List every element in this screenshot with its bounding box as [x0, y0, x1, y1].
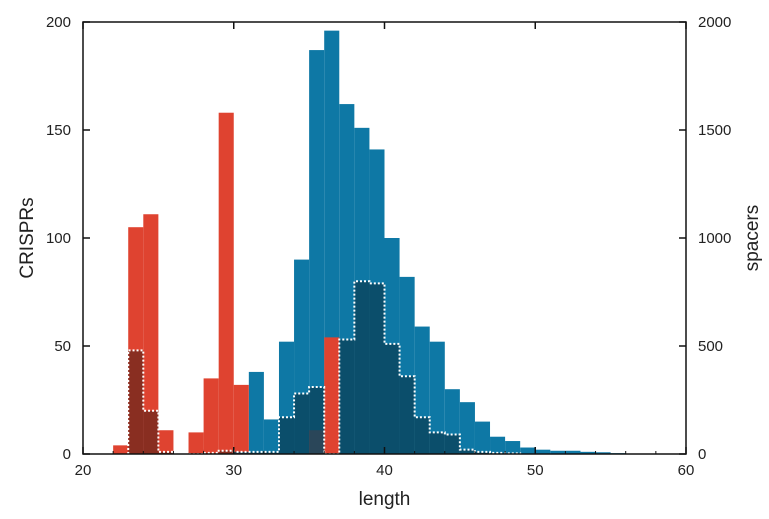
- overlap-bar: [218, 450, 234, 454]
- spacers-bar: [565, 450, 581, 454]
- overlap-bar: [339, 339, 355, 454]
- right-y-tick-label: 0: [698, 446, 706, 463]
- overlap-bar: [459, 449, 475, 454]
- x-tick-label: 50: [527, 462, 544, 479]
- overlap-bar: [128, 350, 144, 454]
- overlap-bar: [384, 343, 400, 454]
- x-tick-label: 40: [376, 462, 393, 479]
- left-y-tick-label: 100: [46, 230, 71, 247]
- right-y-tick-label: 500: [698, 338, 723, 355]
- spacers-bar: [263, 419, 279, 454]
- left-y-tick-label: 200: [46, 14, 71, 31]
- x-tick-label: 20: [75, 462, 92, 479]
- left-y-tick-label: 50: [54, 338, 71, 355]
- overlap-bar: [474, 451, 491, 454]
- overlap-bar: [278, 417, 295, 454]
- crisprs-bar: [143, 214, 159, 454]
- spacers-bar: [520, 447, 536, 454]
- crisprs-bar: [203, 378, 219, 454]
- spacers-bar: [505, 441, 521, 454]
- spacers-bar: [309, 50, 325, 455]
- left-y-tick-label: 150: [46, 122, 71, 139]
- crisprs-bar: [218, 112, 234, 454]
- x-tick-label: 30: [225, 462, 242, 479]
- left-y-axis-title: CRISPRs: [17, 197, 38, 278]
- left-y-tick-label: 0: [63, 446, 71, 463]
- overlap-bar: [414, 417, 430, 454]
- spacers-bar: [580, 451, 596, 454]
- spacers-bar: [459, 402, 475, 454]
- overlap-bar: [233, 451, 249, 454]
- spacers-bar: [535, 449, 551, 454]
- overlap-bar: [263, 451, 279, 454]
- crisprs-bar: [233, 384, 249, 454]
- spacers-bar: [550, 450, 566, 454]
- overlap-bar: [248, 451, 264, 454]
- tick-marks-group: [82, 21, 687, 455]
- crisprs-bar: [113, 445, 129, 454]
- spacers-bar: [429, 341, 445, 454]
- overlap-bar: [294, 393, 310, 454]
- right-y-axis-title: spacers: [742, 205, 763, 272]
- overlap-bar: [143, 410, 159, 454]
- overlap-bar: [444, 434, 460, 454]
- right-y-tick-label: 1500: [698, 122, 731, 139]
- x-tick-label: 60: [678, 462, 695, 479]
- spacers-bar: [490, 436, 506, 454]
- spacers-bar: [248, 371, 264, 454]
- crisprs-bar: [324, 337, 340, 454]
- overlap-bar: [158, 451, 174, 454]
- overlap-bar: [369, 283, 385, 454]
- spacers-bar: [474, 421, 491, 454]
- overlap-bar: [399, 376, 415, 454]
- x-axis-title: length: [359, 489, 411, 510]
- crisprs-bar: [188, 432, 204, 454]
- right-y-tick-label: 1000: [698, 230, 731, 247]
- overlap-bar: [429, 432, 445, 454]
- crisprs-bar: [158, 430, 174, 454]
- overlap-bars-group: [128, 281, 521, 454]
- overlap-bar: [354, 281, 370, 454]
- overlap-bar: [309, 387, 325, 454]
- spacers-bar: [595, 452, 611, 454]
- right-y-tick-label: 2000: [698, 14, 731, 31]
